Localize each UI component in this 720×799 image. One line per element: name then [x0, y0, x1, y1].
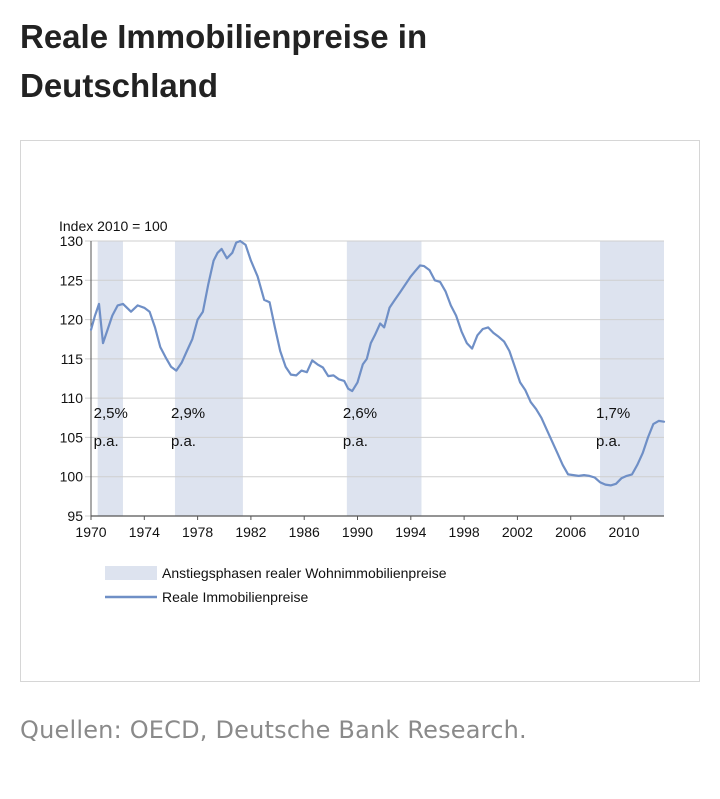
axes	[90, 241, 664, 520]
y-tick-115: 115	[61, 351, 84, 367]
price-series	[89, 239, 666, 487]
rate-label-4: 1,7%	[596, 405, 630, 422]
legend-label-2: Reale Immobilienpreise	[162, 589, 309, 605]
x-tick-1990: 1990	[342, 524, 373, 540]
y-tick-120: 120	[60, 312, 84, 328]
x-tick-1970: 1970	[75, 524, 106, 540]
y-tick-100: 100	[60, 469, 84, 485]
x-tick-1998: 1998	[449, 524, 480, 540]
shaded-period-1	[97, 241, 123, 516]
y-tick-125: 125	[60, 272, 84, 288]
x-tick-1994: 1994	[395, 524, 426, 540]
y-tick-95: 95	[67, 508, 83, 524]
legend-swatch-shade	[105, 566, 157, 580]
x-axis-ticks: 1970 1974 1978 1982 1986 1990 1994 1998 2002 2006…	[75, 516, 640, 540]
line-chart: 95 100 105 110 115 120 125 130 1970 1974 1978 1982…	[59, 218, 666, 605]
y-axis-ticks: 95 100 105 110 115 120 125 130	[60, 233, 84, 524]
x-tick-1986: 1986	[289, 524, 320, 540]
source-note: Quellen: OECD, Deutsche Bank Research.	[20, 716, 527, 744]
x-tick-2002: 2002	[502, 524, 533, 540]
rate-label-2: 2,9%	[171, 405, 205, 422]
rate-label-1: 2,5%	[94, 405, 128, 422]
x-tick-1978: 1978	[182, 524, 213, 540]
y-axis-label: Index 2010 = 100	[59, 218, 168, 234]
shaded-periods	[97, 241, 664, 516]
y-tick-110: 110	[61, 390, 84, 406]
shaded-period-2	[174, 241, 243, 516]
rate-unit-3: p.a.	[343, 433, 368, 450]
page-title: Reale Immobilienpreise in Deutschland	[20, 18, 428, 104]
y-tick-105: 105	[60, 429, 84, 445]
rate-unit-4: p.a.	[596, 433, 621, 450]
y-tick-130: 130	[60, 233, 84, 249]
chart-frame: 95 100 105 110 115 120 125 130 1970 1974 1978 1982…	[20, 140, 700, 682]
rate-unit-1: p.a.	[94, 433, 119, 450]
x-tick-2006: 2006	[555, 524, 586, 540]
rate-annotations: 2,5% p.a. 2,9% p.a. 2,6% p.a. 1,7% p.a.	[94, 405, 631, 450]
legend: Anstiegsphasen realer Wohnimmobilienprei…	[105, 565, 447, 605]
legend-label-1: Anstiegsphasen realer Wohnimmobilienprei…	[162, 565, 447, 581]
x-tick-1982: 1982	[235, 524, 266, 540]
x-tick-1974: 1974	[129, 524, 160, 540]
rate-label-3: 2,6%	[343, 405, 377, 422]
series-line-reale-immobilienpreise	[89, 239, 666, 487]
shaded-period-4	[600, 241, 664, 516]
rate-unit-2: p.a.	[171, 433, 196, 450]
x-tick-2010: 2010	[608, 524, 639, 540]
